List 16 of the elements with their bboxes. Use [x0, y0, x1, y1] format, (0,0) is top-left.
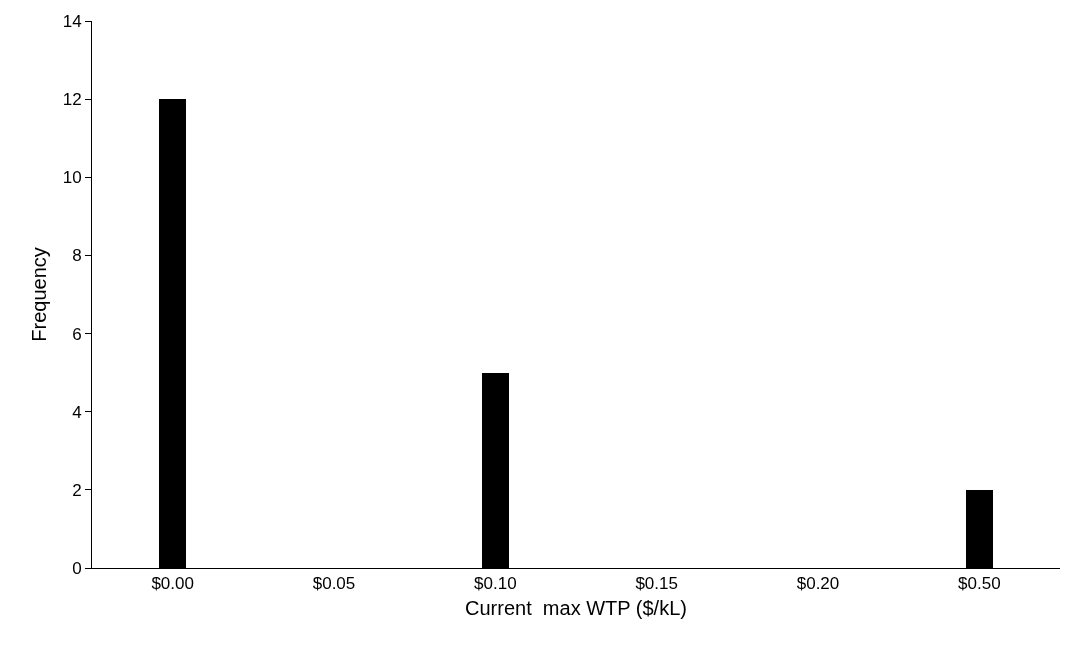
x-tick-label: $0.00 [151, 574, 194, 594]
y-tick-label: 4 [72, 402, 82, 422]
y-tick-label: 6 [72, 324, 82, 344]
y-tick-label: 12 [62, 90, 82, 110]
y-tick-label: 2 [72, 480, 82, 500]
x-axis-title: Current max WTP ($/kL) [465, 596, 687, 619]
y-tick-label: 8 [72, 246, 82, 266]
x-tick-label: $0.50 [958, 574, 1001, 594]
y-tick-label: 10 [62, 168, 82, 188]
y-tick-label: 0 [72, 558, 82, 578]
x-tick-label: $0.10 [474, 574, 517, 594]
y-axis-title: Frequency [28, 247, 51, 342]
x-tick-label: $0.05 [312, 574, 356, 594]
x-tick-label: $0.20 [796, 574, 840, 594]
y-tick-label: 14 [62, 11, 82, 31]
x-tick-label: $0.15 [635, 574, 678, 594]
